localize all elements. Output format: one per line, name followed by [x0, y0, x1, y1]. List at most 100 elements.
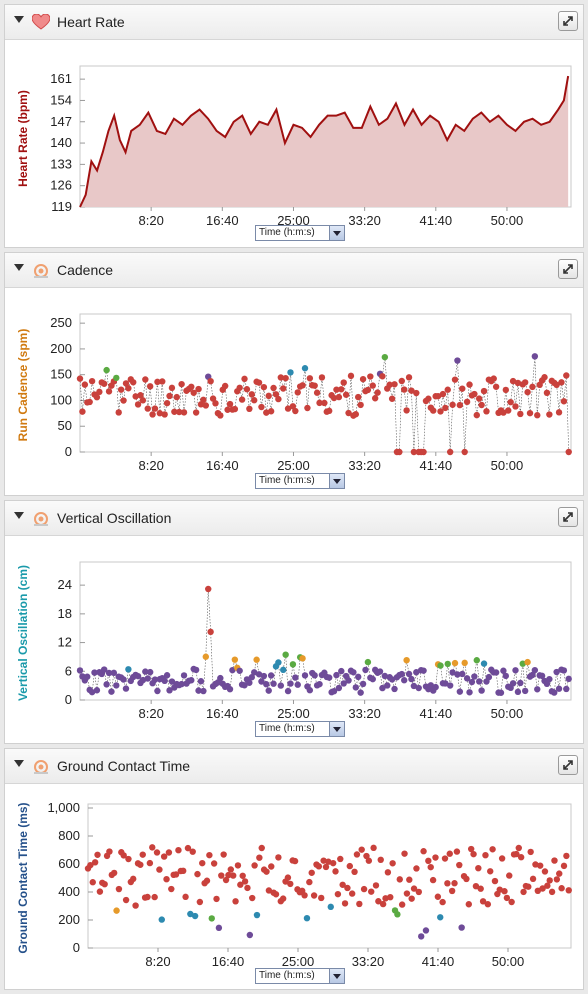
collapse-triangle-icon[interactable] — [14, 760, 24, 767]
data-point — [485, 673, 493, 681]
data-point — [337, 855, 344, 863]
data-point — [299, 382, 306, 389]
data-point — [391, 685, 398, 693]
x-tick-label: 25:00 — [282, 954, 315, 969]
dropdown-arrow-icon[interactable] — [329, 969, 344, 983]
data-point — [178, 380, 185, 388]
y-tick-label: 250 — [50, 315, 72, 330]
data-point — [367, 373, 374, 380]
data-point — [311, 672, 318, 679]
data-point — [565, 887, 572, 894]
data-point — [521, 379, 529, 386]
data-point — [410, 682, 418, 690]
data-point — [430, 407, 437, 414]
data-point — [357, 689, 364, 696]
cadence-panel: Cadence 0 50 100 150 200 250 8:20 16:40 25:00 33:… — [4, 252, 584, 496]
collapse-triangle-icon[interactable] — [14, 264, 24, 271]
data-point — [413, 669, 420, 676]
data-point — [507, 398, 514, 406]
data-point — [524, 388, 531, 396]
data-point — [89, 879, 96, 886]
data-point — [338, 386, 345, 393]
data-point — [401, 677, 408, 684]
data-point — [335, 393, 343, 401]
dropdown-arrow-icon[interactable] — [329, 722, 344, 736]
dropdown-arrow-icon[interactable] — [329, 226, 344, 240]
data-point — [289, 403, 297, 410]
data-point — [263, 409, 270, 416]
data-point — [514, 379, 522, 387]
data-point — [405, 670, 413, 678]
data-point — [446, 850, 453, 857]
data-point — [551, 689, 558, 696]
data-point — [478, 687, 485, 694]
data-point — [451, 376, 459, 383]
x-axis-select[interactable]: Time (h:m:s) — [255, 473, 345, 489]
collapse-triangle-icon[interactable] — [14, 16, 24, 23]
data-point — [386, 381, 393, 388]
data-point — [492, 383, 500, 390]
data-point — [142, 376, 149, 383]
dropdown-arrow-icon[interactable] — [329, 474, 344, 488]
data-point — [471, 673, 478, 680]
y-tick-label: 24 — [58, 577, 72, 592]
vertical-oscillation-panel: Vertical Oscillation 0 6 12 18 24 8:20 16:40 25… — [4, 500, 584, 744]
data-point — [553, 381, 560, 389]
data-point — [454, 357, 461, 364]
x-tick-label: 8:20 — [145, 954, 170, 969]
data-point — [371, 395, 379, 402]
data-point — [146, 383, 154, 390]
data-point — [563, 685, 570, 693]
data-point — [484, 901, 492, 908]
data-point — [191, 912, 199, 920]
data-point — [200, 396, 207, 403]
data-point — [538, 672, 546, 680]
x-axis-select[interactable]: Time (h:m:s) — [255, 968, 345, 984]
data-point — [125, 666, 132, 673]
data-point — [369, 675, 376, 683]
data-point — [173, 393, 180, 401]
x-axis-select[interactable]: Time (h:m:s) — [255, 721, 345, 737]
data-point — [519, 660, 526, 667]
expand-button[interactable] — [558, 11, 578, 31]
expand-button[interactable] — [558, 507, 578, 527]
data-point — [492, 669, 500, 676]
data-point — [213, 895, 220, 903]
data-point — [372, 882, 380, 889]
data-point — [139, 676, 147, 684]
ground-contact-time-chart: 0 200 400 600 800 1,000 8:20 16:40 25:00 33:20 41:… — [5, 784, 583, 994]
data-point — [284, 687, 292, 695]
data-point — [441, 855, 449, 862]
y-tick-label: 119 — [51, 199, 72, 214]
x-axis-select[interactable]: Time (h:m:s) — [255, 225, 345, 241]
data-point — [388, 395, 396, 402]
data-point — [161, 411, 168, 418]
data-point — [541, 868, 549, 875]
data-point — [320, 857, 327, 864]
collapse-triangle-icon[interactable] — [14, 512, 24, 519]
data-point — [210, 860, 218, 867]
data-point — [379, 684, 386, 692]
expand-button[interactable] — [558, 259, 578, 279]
expand-button[interactable] — [558, 755, 578, 775]
data-point — [539, 885, 546, 892]
data-point — [265, 687, 272, 694]
data-point — [196, 898, 204, 906]
y-axis-label: Vertical Oscillation (cm) — [16, 565, 30, 701]
data-point — [134, 672, 142, 680]
data-point — [501, 888, 508, 895]
data-point — [348, 890, 356, 897]
y-tick-label: 133 — [50, 156, 72, 171]
data-point — [456, 401, 464, 409]
data-point — [322, 863, 330, 871]
data-point — [272, 891, 280, 898]
runner-icon — [34, 760, 48, 774]
data-point — [403, 656, 410, 664]
data-point — [239, 872, 246, 879]
data-point — [333, 671, 340, 679]
data-point — [94, 851, 101, 858]
data-point — [222, 876, 230, 884]
data-point — [311, 382, 318, 389]
data-point — [306, 878, 313, 886]
y-tick-label: 12 — [58, 635, 72, 650]
